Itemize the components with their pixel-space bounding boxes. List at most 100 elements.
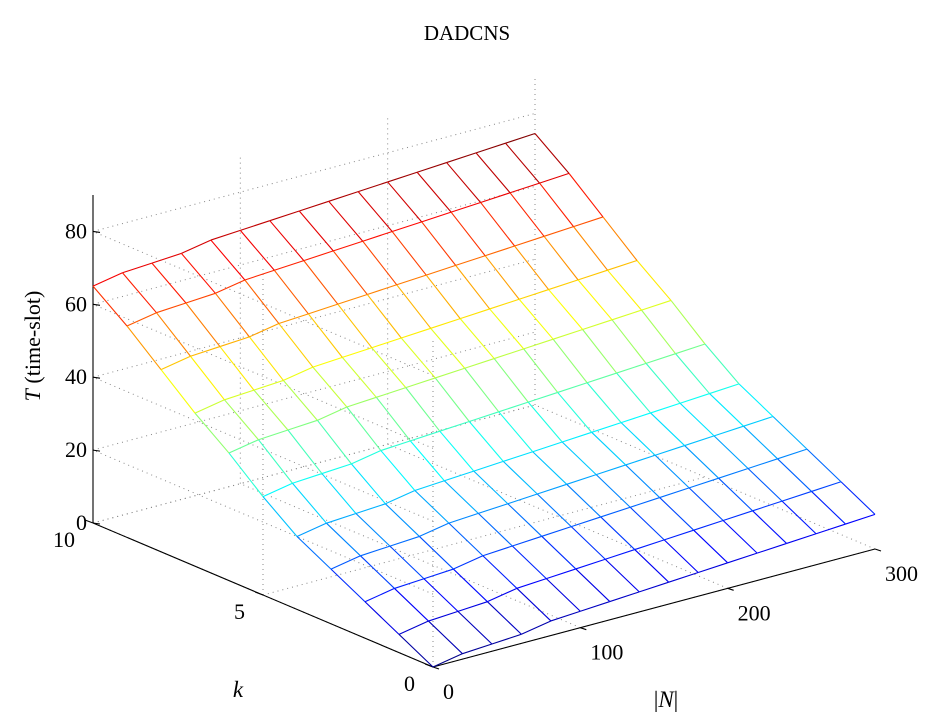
mesh-segment-x xyxy=(269,210,300,222)
mesh-segment-k xyxy=(398,633,434,668)
mesh-segment-x xyxy=(482,545,513,557)
mesh-segment-k xyxy=(811,491,846,525)
mesh-segment-k xyxy=(389,545,425,580)
mesh-segment-k xyxy=(464,367,500,413)
y-tick-label: 10 xyxy=(53,527,75,552)
mesh-segment-k xyxy=(330,568,366,603)
y-axis-label: k xyxy=(233,677,244,702)
mesh-segment-x xyxy=(571,516,601,528)
mesh-segment-x xyxy=(358,181,388,193)
mesh-segment-x xyxy=(453,555,484,570)
mesh-segment-k xyxy=(298,210,334,252)
mesh-segment-k xyxy=(548,289,584,330)
mesh-segment-x xyxy=(541,526,572,537)
mesh-segment-x xyxy=(210,229,241,241)
grid-line-back-z xyxy=(92,112,536,232)
grid-line-back-z xyxy=(92,185,536,305)
mesh-segment-k xyxy=(337,303,373,349)
mesh-segment-x xyxy=(394,578,425,589)
mesh-segment-x xyxy=(645,353,676,364)
mesh-segment-k xyxy=(743,425,778,460)
mesh-segment-x xyxy=(512,535,542,547)
mesh-segment-x xyxy=(126,312,157,327)
mesh-segment-x xyxy=(654,445,685,456)
mesh-segment-x xyxy=(362,231,393,242)
mesh-segment-x xyxy=(364,587,395,603)
mesh-segment-x xyxy=(346,396,377,408)
mesh-segment-x xyxy=(455,255,486,266)
mesh-segment-k xyxy=(607,269,642,311)
mesh-segment-x xyxy=(360,545,391,557)
mesh-segment-k xyxy=(416,171,452,213)
mesh-segment-x xyxy=(552,328,583,340)
z-tick-mark xyxy=(92,303,101,306)
mesh-segment-k xyxy=(434,377,470,422)
mesh-segment-k xyxy=(532,451,568,485)
mesh-segment-k xyxy=(391,231,427,276)
mesh-segment-x xyxy=(439,420,470,432)
mesh-segment-x xyxy=(811,481,842,492)
mesh-segment-x xyxy=(693,519,724,531)
mesh-segment-k xyxy=(448,522,484,557)
mesh-segment-x xyxy=(287,419,318,431)
mesh-segment-k xyxy=(321,473,357,514)
mesh-segment-x xyxy=(605,549,635,560)
mesh-segment-k xyxy=(772,416,808,450)
mesh-segment-k xyxy=(269,220,305,261)
grid-lines xyxy=(92,77,876,668)
mesh-segment-x xyxy=(503,451,533,462)
mesh-segment-k xyxy=(489,308,525,350)
mesh-segment-k xyxy=(625,464,661,498)
mesh-segment-k xyxy=(679,402,715,437)
mesh-segment-k xyxy=(641,309,676,355)
mesh-segment-x xyxy=(528,391,558,403)
mesh-segment-x xyxy=(641,299,672,311)
x-axis-var: N xyxy=(657,687,675,712)
mesh-segment-k xyxy=(636,260,672,301)
mesh-segment-k xyxy=(180,253,216,294)
mesh-segment-k xyxy=(675,353,710,394)
mesh-segment-k xyxy=(523,348,559,393)
mesh-segment-x xyxy=(478,503,508,514)
mesh-segment-k xyxy=(443,480,479,514)
mesh-segment-k xyxy=(346,406,382,451)
mesh-segment-k xyxy=(248,336,284,381)
mesh-segment-k xyxy=(566,483,602,518)
mesh-segment-k xyxy=(514,245,550,290)
mesh-segment-x xyxy=(283,366,314,381)
mesh-segment-x xyxy=(387,171,418,183)
mesh-segment-x xyxy=(321,463,352,475)
z-tick-mark xyxy=(92,230,101,233)
mesh-segment-x xyxy=(464,358,495,369)
z-tick-mark xyxy=(92,449,101,452)
mesh-segment-x xyxy=(296,522,327,538)
mesh-segment-x xyxy=(299,200,329,212)
mesh-segment-x xyxy=(548,279,579,291)
mesh-segment-x xyxy=(181,239,212,254)
mesh-segment-x xyxy=(625,454,656,466)
mesh-segment-k xyxy=(582,329,618,374)
mesh-segment-k xyxy=(475,152,511,194)
mesh-segment-k xyxy=(557,392,593,433)
mesh-segment-k xyxy=(493,358,529,403)
mesh-segment-k xyxy=(534,133,570,174)
mesh-segment-x xyxy=(543,226,574,237)
mesh-segment-x xyxy=(786,533,817,544)
z-tick-label: 20 xyxy=(65,437,87,462)
mesh-segment-x xyxy=(509,182,540,194)
x-tick-label: 300 xyxy=(885,561,918,586)
mesh-segment-k xyxy=(480,202,516,247)
mesh-segment-k xyxy=(482,555,518,589)
mesh-segment-k xyxy=(253,389,289,431)
mesh-segment-k xyxy=(507,503,543,537)
mesh-segment-x xyxy=(156,302,187,314)
mesh-segment-x xyxy=(573,216,604,228)
mesh-segment-k xyxy=(502,461,538,495)
mesh-segment-k xyxy=(425,274,461,319)
mesh-segment-k xyxy=(273,269,309,315)
mesh-segment-x xyxy=(507,493,538,505)
grid-line-back-z xyxy=(92,258,536,378)
mesh-segment-x xyxy=(747,458,778,470)
mesh-segment-k xyxy=(777,458,812,492)
